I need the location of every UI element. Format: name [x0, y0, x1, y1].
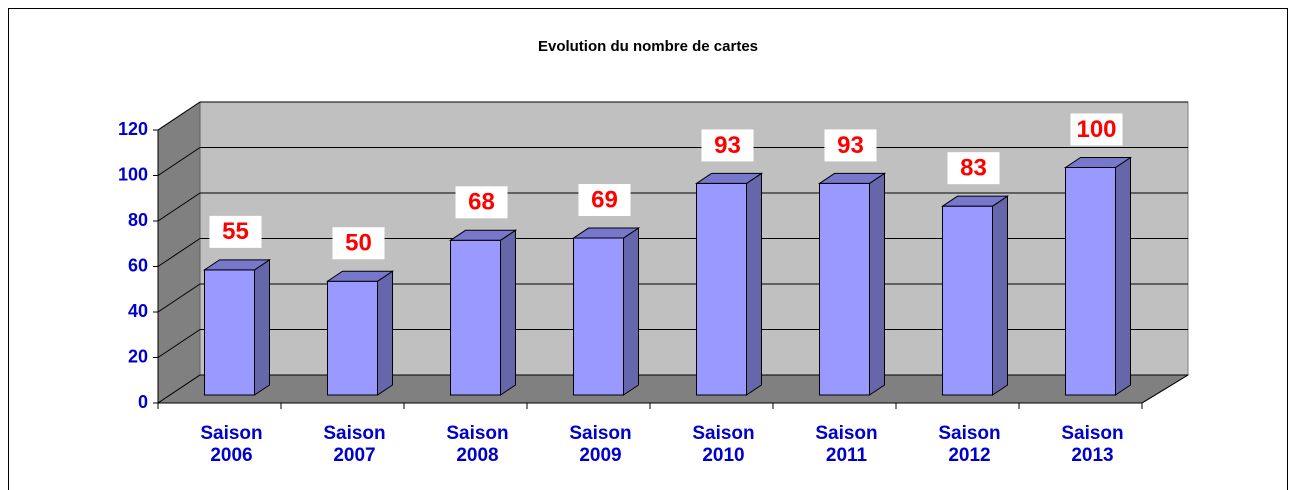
y-tick-label: 0 — [138, 392, 148, 412]
bar — [694, 172, 764, 396]
bar — [325, 270, 395, 396]
x-tick-label: Saison 2012 — [938, 423, 1001, 466]
grid-line-side — [157, 238, 201, 267]
data-label: 50 — [345, 230, 372, 257]
bar-top — [202, 259, 272, 271]
bar — [571, 227, 641, 396]
bar-side — [869, 172, 885, 396]
floor — [156, 374, 1190, 404]
bar-side — [254, 258, 270, 396]
grid-line-side — [157, 147, 201, 176]
bar-front — [819, 182, 870, 396]
grid-line-side — [157, 329, 201, 358]
y-tick-label: 40 — [128, 301, 148, 321]
x-tick-label: Saison 2007 — [323, 423, 386, 466]
bar-top — [940, 195, 1010, 207]
grid-line-side — [157, 101, 201, 131]
bar-side — [992, 195, 1008, 396]
y-tick-label: 60 — [128, 255, 148, 275]
data-label-box — [947, 152, 1000, 185]
bar-top — [1063, 157, 1133, 168]
data-label: 93 — [837, 132, 864, 159]
y-tick-label: 80 — [128, 210, 148, 230]
x-tick-label: Saison 2011 — [815, 423, 878, 466]
x-tick-label: Saison 2010 — [692, 423, 755, 466]
data-label-box — [824, 129, 877, 162]
grid-line-side — [157, 192, 201, 222]
data-label-box — [578, 184, 631, 217]
data-label: 100 — [1076, 116, 1116, 143]
data-label-box — [701, 129, 754, 162]
bar-side — [377, 270, 393, 396]
grid-line-side — [157, 374, 201, 404]
bar-front — [573, 237, 624, 396]
bar-side — [623, 227, 639, 396]
data-label-box — [1070, 113, 1123, 146]
bar — [940, 195, 1010, 396]
chart-title: Evolution du nombre de cartes — [538, 38, 758, 55]
data-label: 83 — [960, 155, 987, 182]
bar — [817, 172, 887, 396]
bar-front — [696, 182, 747, 396]
bar — [448, 229, 518, 396]
bar-front — [327, 280, 378, 396]
floor-edge — [1141, 374, 1189, 404]
bar-side — [500, 229, 516, 396]
x-tick-label: Saison 2006 — [200, 423, 263, 466]
data-label: 69 — [591, 186, 618, 213]
bar-front — [942, 205, 993, 396]
frame — [8, 8, 1288, 490]
data-label: 55 — [222, 218, 249, 245]
bar-top — [694, 172, 764, 184]
bar-front — [1065, 167, 1116, 396]
data-label-box — [209, 215, 262, 248]
bar-side — [746, 172, 762, 396]
bar-front — [450, 239, 501, 396]
bar — [202, 258, 272, 396]
x-tick-label: Saison 2013 — [1061, 423, 1124, 466]
data-label-box — [455, 186, 508, 219]
grid-line-side — [157, 283, 201, 313]
bar-top — [325, 270, 395, 282]
y-tick-label: 120 — [118, 119, 148, 139]
bar — [1063, 156, 1133, 396]
bar-top — [448, 229, 518, 241]
x-tick-label: Saison 2009 — [569, 423, 632, 466]
data-label-box — [332, 227, 385, 260]
bar-side — [1115, 156, 1131, 396]
data-label: 93 — [714, 132, 741, 159]
bar-top — [571, 227, 641, 239]
bar-front — [204, 269, 255, 396]
y-tick-label: 20 — [128, 346, 148, 366]
bar-top — [817, 172, 887, 184]
y-tick-label: 100 — [118, 164, 148, 184]
x-tick-label: Saison 2008 — [446, 423, 509, 466]
data-label: 68 — [468, 189, 495, 216]
